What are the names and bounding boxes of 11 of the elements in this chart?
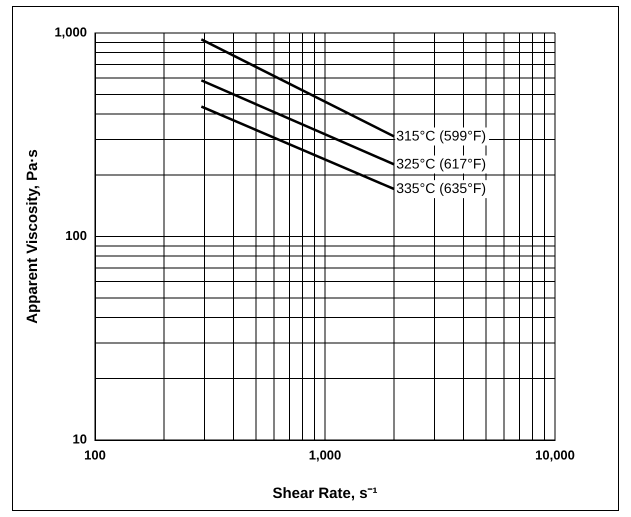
y-tick-label: 100 [65, 228, 87, 244]
series-label: 325°C (617°F) [396, 155, 486, 172]
y-axis-title: Apparent Viscosity, Pa·s [24, 149, 42, 324]
series-label: 315°C (599°F) [396, 127, 486, 144]
x-tick-label: 1,000 [308, 447, 342, 462]
x-tick-label: 100 [84, 447, 106, 462]
x-axis-title: Shear Rate, s⁻¹ [272, 485, 378, 502]
x-tick-label: 10,000 [535, 447, 575, 462]
y-tick-label: 1,000 [54, 24, 87, 40]
y-tick-label: 10 [72, 432, 87, 447]
series-label: 335°C (635°F) [396, 180, 486, 196]
